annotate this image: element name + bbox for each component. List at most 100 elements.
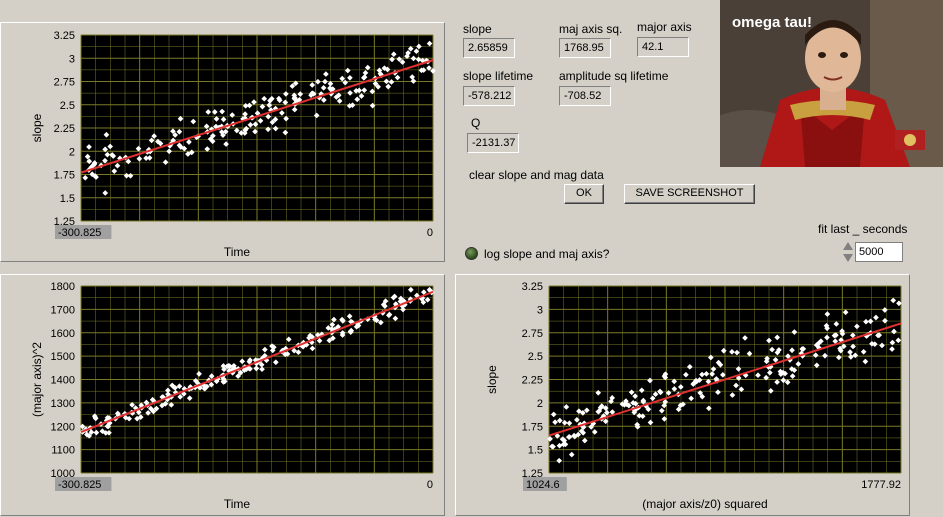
data-point: [272, 125, 279, 132]
data-point: [110, 153, 117, 159]
data-point: [358, 93, 365, 99]
data-point: [208, 373, 215, 379]
data-point: [204, 146, 211, 152]
data-point: [661, 416, 668, 422]
data-point: [272, 116, 279, 123]
ok-button[interactable]: OK: [564, 184, 604, 204]
data-point: [176, 128, 183, 135]
data-point: [824, 311, 831, 317]
data-point: [269, 119, 276, 126]
data-point: [123, 172, 130, 179]
data-point: [604, 409, 610, 416]
data-point: [852, 352, 859, 359]
fit-seconds-spinner-icon[interactable]: [842, 240, 854, 264]
data-point: [407, 45, 414, 52]
data-point: [720, 347, 727, 354]
data-point: [860, 348, 867, 355]
fit-seconds-input[interactable]: 5000: [855, 242, 903, 262]
data-point: [560, 441, 567, 448]
data-point: [639, 413, 646, 420]
data-point: [636, 412, 643, 419]
y-tick-label: 2: [69, 146, 75, 158]
data-point: [162, 159, 169, 166]
data-point: [339, 316, 345, 323]
photo-caption: omega tau!: [732, 14, 813, 31]
data-point: [207, 136, 214, 142]
data-point: [879, 342, 885, 349]
data-point: [709, 371, 716, 377]
data-point: [772, 356, 779, 363]
data-point: [201, 386, 208, 392]
data-point: [242, 103, 249, 109]
data-point: [713, 376, 720, 382]
data-point: [242, 111, 248, 117]
data-point: [150, 408, 157, 415]
major-axis-indicator: 42.1: [637, 37, 689, 57]
data-point: [356, 87, 362, 94]
data-point: [344, 67, 351, 74]
q-indicator: -2131.37: [467, 133, 519, 153]
data-point: [850, 343, 856, 350]
data-point: [313, 112, 320, 119]
data-point: [383, 78, 390, 85]
data-point: [146, 155, 153, 161]
data-point: [361, 87, 368, 94]
data-point: [208, 381, 215, 388]
log-data-led[interactable]: [465, 247, 478, 260]
x-tick-label: 0: [427, 227, 433, 239]
data-point: [172, 132, 178, 138]
data-point: [566, 434, 572, 440]
data-point: [283, 91, 289, 97]
x-tick-label: -300.825: [58, 227, 101, 239]
data-point: [84, 431, 90, 438]
data-point: [398, 295, 404, 302]
data-point: [177, 115, 184, 122]
x-tick-highlight: [55, 477, 112, 491]
y-tick-label: 1.5: [60, 193, 75, 205]
x-tick-highlight: [55, 225, 112, 239]
data-point: [833, 321, 840, 327]
data-point: [327, 80, 334, 87]
x-tick-label: 1777.92: [861, 479, 901, 491]
data-point: [84, 153, 91, 160]
x-tick-label: 1024.6: [526, 479, 560, 491]
data-point: [763, 374, 769, 381]
data-point: [252, 128, 258, 135]
data-point: [776, 347, 782, 353]
data-point: [789, 347, 795, 354]
data-point: [824, 334, 830, 341]
data-point: [566, 420, 573, 426]
data-point: [720, 372, 726, 378]
data-point: [575, 431, 582, 438]
data-point: [261, 352, 268, 359]
data-point: [836, 354, 842, 361]
data-point: [106, 429, 112, 436]
data-point: [213, 123, 219, 130]
major-axis-label: major axis: [637, 20, 692, 34]
x-tick-label: 0: [427, 479, 433, 491]
data-point: [177, 394, 184, 400]
data-point: [93, 174, 99, 180]
data-point: [155, 138, 161, 145]
data-point: [791, 367, 798, 373]
data-point: [677, 384, 684, 390]
save-screenshot-button[interactable]: SAVE SCREENSHOT: [624, 184, 755, 204]
data-point: [102, 146, 108, 153]
x-tick-label: -300.825: [58, 479, 101, 491]
data-point: [848, 354, 854, 360]
data-point: [246, 102, 253, 109]
slope-vs-time-chart: 1.25 1.5 1.75 2 2.25 2.5 2.75 3 3.25 -300.825 0 Tim…: [0, 22, 445, 262]
data-point: [238, 130, 245, 136]
data-point: [372, 80, 379, 87]
data-point: [706, 405, 712, 412]
fit-line: [80, 59, 434, 174]
data-point: [705, 378, 712, 385]
q-label: Q: [471, 116, 481, 130]
data-point: [767, 369, 773, 376]
data-point: [190, 118, 197, 125]
y-tick-label: 3.25: [522, 281, 543, 293]
data-point: [818, 338, 824, 345]
data-point: [291, 95, 298, 102]
data-point: [715, 359, 722, 366]
data-point: [82, 174, 89, 181]
